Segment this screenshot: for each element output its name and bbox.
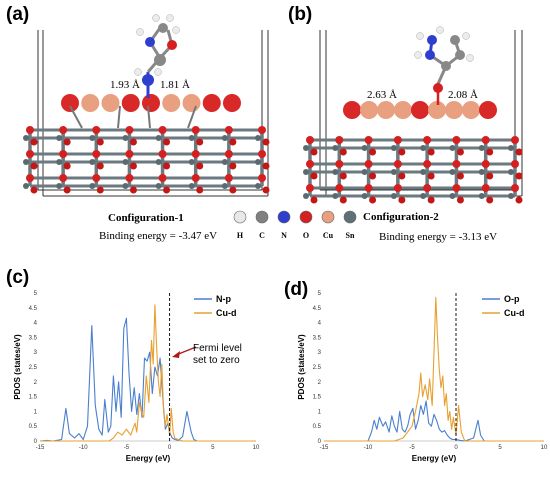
configuration-caption-a: Configuration-1 (108, 212, 184, 224)
y-tick-label: 5 (34, 291, 38, 297)
panel-label-a: (a) (6, 4, 30, 25)
element-swatch-c (255, 210, 269, 224)
bond-distance-b2: 2.08 Å (448, 89, 478, 101)
structure-b-drawing (303, 26, 523, 204)
y-tick-label: 1.5 (29, 395, 38, 401)
y-tick-label: 3.5 (313, 335, 322, 341)
panel-a-structure: (a) 1.93 Å 1.81 Å Configuration-1 Bindin… (0, 0, 275, 250)
panel-d-pdos: -15 -10 -5 0 5 10 0 0.5 1 1.5 2 2.5 3 3.5 4 4.5 5 Energy … (278, 265, 550, 477)
bond-distance-a1: 1.93 Å (110, 79, 140, 91)
y-tick-label: 2.5 (313, 365, 322, 371)
element-legend: H C N O Cu Sn (228, 203, 378, 251)
x-tick-label: 0 (168, 445, 172, 451)
y-tick-label: 2.5 (29, 365, 38, 371)
pdos-chart-d: -15 -10 -5 0 5 10 0 0.5 1 1.5 2 2.5 3 3.5 4 4.5 5 Energy … (297, 291, 548, 463)
y-axis-title: PDOS (states/eV) (297, 334, 306, 400)
panel-label-d: (d) (284, 279, 309, 300)
panel-b-structure: (b) 2.63 Å 2.08 Å Configuration-2 Bindin… (280, 0, 550, 250)
panel-c-pdos: -15 -10 -5 0 5 10 0 0.5 1 1.5 2 2.5 3 3.5 4 4.5 5 Energy … (0, 265, 275, 477)
binding-energy-a: Binding energy = -3.47 eV (99, 230, 218, 242)
series-line-n-p (39, 317, 256, 442)
element-label-n: N (281, 231, 287, 240)
y-tick-label: 4.5 (313, 306, 322, 312)
x-tick-label: 0 (454, 445, 458, 451)
legend-label-cu-d: Cu-d (504, 308, 525, 318)
x-tick-label: -15 (320, 445, 329, 451)
y-tick-label: 1 (318, 409, 322, 415)
x-tick-label: 5 (211, 445, 215, 451)
y-tick-label: 2 (318, 380, 322, 386)
element-label-o: O (303, 231, 309, 240)
element-label-c: C (259, 231, 265, 240)
y-tick-label: 4.5 (29, 306, 38, 312)
x-axis-title: Energy (eV) (126, 454, 171, 463)
fermi-annotation-line-1: Fermi level (193, 343, 242, 354)
element-label-sn: Sn (346, 231, 355, 240)
structure-a-drawing (23, 14, 270, 197)
fermi-arrow-head (172, 351, 180, 358)
legend-label-cu-d: Cu-d (216, 308, 237, 318)
element-legend-drawing: H C N O Cu Sn (233, 210, 357, 240)
x-axis-title: Energy (eV) (412, 454, 457, 463)
y-tick-label: 0.5 (313, 424, 322, 430)
x-tick-label: -10 (79, 445, 88, 451)
bond-distance-a2: 1.81 Å (160, 79, 190, 91)
pdos-chart-c: -15 -10 -5 0 5 10 0 0.5 1 1.5 2 2.5 3 3.5 4 4.5 5 Energy … (13, 291, 260, 463)
bond-distance-b1: 2.63 Å (367, 89, 397, 101)
legend-label-n-p: N-p (216, 294, 231, 304)
y-tick-label: 1.5 (313, 395, 322, 401)
y-tick-label: 4 (34, 321, 38, 327)
y-tick-label: 3 (318, 350, 322, 356)
x-tick-label: 5 (498, 445, 502, 451)
legend-label-o-p: O-p (504, 294, 520, 304)
series-line-cu-d (324, 296, 544, 442)
fermi-annotation: Fermi level set to zero (193, 343, 242, 367)
series-line-o-p (324, 400, 544, 442)
y-tick-label: 0 (318, 439, 322, 445)
element-swatch-sn (343, 210, 357, 224)
element-swatch-cu (321, 210, 335, 224)
element-swatch-h (233, 210, 247, 224)
y-tick-label: 5 (318, 291, 322, 297)
y-tick-label: 1 (34, 409, 38, 415)
x-tick-label: 10 (541, 445, 548, 451)
panel-label-c: (c) (6, 267, 30, 288)
x-tick-label: -5 (409, 445, 415, 451)
element-label-h: H (237, 231, 244, 240)
element-swatch-o (299, 210, 313, 224)
configuration-caption-b: Configuration-2 (363, 211, 439, 223)
x-tick-label: -15 (36, 445, 45, 451)
binding-energy-b: Binding energy = -3.13 eV (379, 231, 498, 243)
fermi-annotation-line-2: set to zero (193, 355, 240, 366)
panel-label-b: (b) (288, 4, 313, 25)
element-label-cu: Cu (323, 231, 334, 240)
y-tick-label: 0 (34, 439, 38, 445)
y-tick-label: 2 (34, 380, 38, 386)
y-tick-label: 0.5 (29, 424, 38, 430)
x-tick-label: 10 (253, 445, 260, 451)
x-tick-label: -5 (124, 445, 130, 451)
y-tick-label: 4 (318, 321, 322, 327)
y-tick-label: 3 (34, 350, 38, 356)
x-tick-label: -10 (364, 445, 373, 451)
y-axis-title: PDOS (states/eV) (13, 334, 22, 400)
series-line-cu-d (40, 304, 256, 442)
element-swatch-n (277, 210, 291, 224)
y-tick-label: 3.5 (29, 335, 38, 341)
